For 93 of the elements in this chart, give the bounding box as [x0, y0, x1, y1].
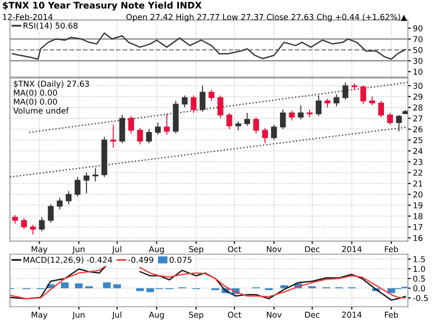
y-tick-label: 18 [414, 213, 422, 220]
legend-label: MACD(12,26,9) -0.424 [24, 256, 112, 264]
y-tick-label: 70 [413, 36, 422, 42]
y-tick-label: 30 [413, 58, 422, 64]
candlestick [298, 104, 304, 120]
legend-label: RSI(14) 50.68 [24, 22, 78, 30]
candlestick [316, 94, 322, 117]
x-tick-label: Sep [189, 312, 204, 320]
candlestick [155, 122, 161, 136]
y-tick-label: 28 [413, 104, 422, 111]
x-tick-label: Aug [148, 246, 164, 254]
y-tick-label: 0.5 [413, 276, 425, 282]
y-tick-label: 26 [413, 126, 422, 132]
x-tick-label: May [32, 312, 48, 320]
candlestick [288, 110, 295, 121]
candlestick [21, 218, 27, 230]
candlestick [137, 128, 143, 145]
x-tick-label: Jun [72, 246, 84, 254]
candlestick [262, 128, 268, 144]
candlestick [84, 172, 90, 194]
candlestick [30, 224, 36, 236]
annotation: MA(0) 0.00 [14, 98, 57, 106]
candlestick [378, 100, 384, 118]
x-tick-label: Sep [189, 246, 204, 254]
candlestick [226, 112, 232, 130]
candlestick [208, 90, 214, 102]
candlestick [334, 94, 340, 107]
y-tick-label: 50 [413, 46, 422, 54]
y-tick-label: 21 [413, 180, 422, 187]
x-tick-label: Aug [148, 312, 164, 320]
candlestick [92, 168, 98, 182]
candlestick [271, 124, 277, 140]
candlestick [253, 116, 260, 134]
chart-subtitle: 12-Feb-2014 [3, 14, 53, 20]
legend-label: 0.075 [170, 256, 192, 263]
candlestick [119, 114, 126, 144]
chart-title: $TNX 10 Year Treasury Note Yield INDX [2, 2, 202, 10]
candlestick [182, 94, 188, 108]
annotation: $TNX (Daily) 27.63 [14, 80, 89, 88]
y-tick-label: 30 [413, 82, 422, 89]
x-tick-label: Jul [112, 312, 122, 320]
candlestick [56, 197, 63, 210]
y-tick-label: 20 [413, 191, 422, 198]
y-tick-label: 17 [414, 224, 422, 230]
y-tick-label: 90 [413, 25, 422, 32]
candlestick [48, 204, 54, 224]
candlestick [360, 85, 366, 105]
y-tick-label: 16 [414, 234, 422, 241]
candlestick [200, 85, 206, 112]
y-tick-label: 27 [413, 115, 422, 122]
x-tick-label: Dec [305, 246, 320, 252]
candlestick [387, 112, 393, 126]
candlestick [396, 114, 402, 132]
annotation: Open 27.42 High 27.77 Low 27.37 Close 27.63 Chg +0.44 (+1.62%)▲ [126, 14, 407, 22]
x-tick-label: Nov [266, 246, 282, 252]
line-series [12, 32, 406, 60]
x-tick-label: Nov [266, 312, 282, 318]
x-tick-label: Jul [112, 246, 122, 254]
candlestick [342, 82, 348, 100]
y-tick-label: 23 [413, 158, 422, 165]
candlestick [190, 94, 197, 114]
x-tick-label: Oct [228, 312, 242, 318]
x-tick-label: Dec [305, 312, 320, 318]
y-tick-label: 25 [413, 137, 422, 144]
candlestick [110, 124, 116, 148]
y-tick-label: 10 [414, 68, 422, 75]
x-tick-label: 2014 [342, 246, 362, 252]
x-tick-label: May [32, 246, 48, 254]
candlestick [164, 113, 170, 136]
candlestick [38, 216, 45, 232]
y-tick-label: 1.5 [414, 256, 425, 262]
y-tick-label: 29 [413, 94, 422, 100]
candlestick [280, 109, 286, 130]
x-tick-label: 2014 [342, 312, 362, 318]
y-tick-label: 1.0 [414, 266, 426, 272]
candlestick [218, 94, 224, 119]
candlestick [146, 128, 152, 144]
x-tick-label: Jun [72, 312, 84, 320]
x-tick-label: Feb [384, 312, 398, 318]
annotation: Volume undef [13, 107, 69, 114]
y-tick-label: 0.0 [413, 285, 426, 292]
candlestick [74, 176, 80, 198]
candlestick [128, 116, 134, 134]
y-tick-label: 19 [414, 202, 422, 208]
candlestick [66, 190, 72, 205]
annotation: MA(0) 0.00 [14, 89, 57, 97]
y-tick-label: 24 [413, 148, 423, 154]
y-tick-label: -0.5 [413, 295, 428, 302]
x-tick-label: Feb [384, 246, 398, 252]
candlestick [244, 112, 250, 126]
legend-label: -0.499 [128, 256, 154, 263]
y-tick-label: 22 [413, 170, 422, 176]
x-tick-label: Oct [228, 246, 242, 252]
